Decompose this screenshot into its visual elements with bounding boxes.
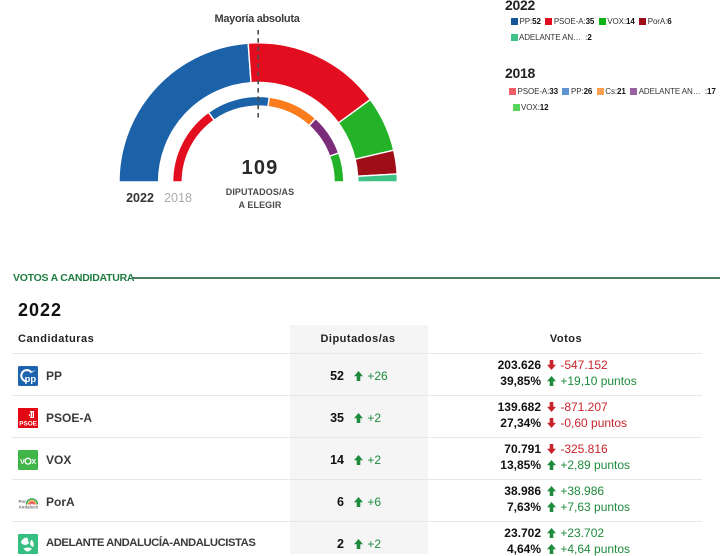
svg-text:PSOE: PSOE <box>19 420 37 427</box>
svg-text:X: X <box>31 457 36 466</box>
svg-text:pp: pp <box>25 373 37 384</box>
svg-text:Andalucía: Andalucía <box>19 505 39 510</box>
svg-text:Por: Por <box>19 499 27 504</box>
svg-text:V: V <box>20 457 25 466</box>
